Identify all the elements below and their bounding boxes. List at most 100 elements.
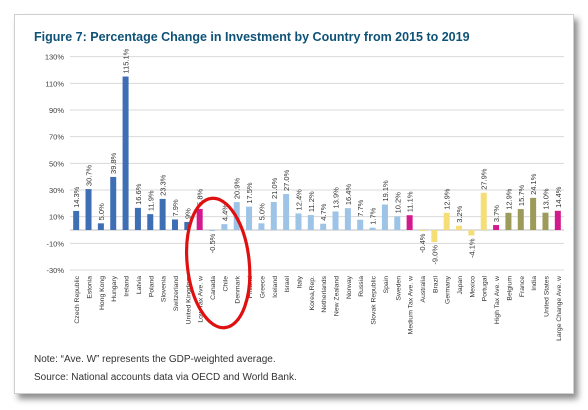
bar-27 [406,215,413,230]
bar-9 [184,222,191,230]
x-tick-label: Portugal [482,276,489,302]
bar-31 [456,225,463,230]
bar-value-label: 39.8% [109,152,118,174]
bar-value-label: 30.7% [85,164,94,186]
bar-1 [85,189,92,230]
x-tick-label: Sweden [395,276,402,301]
bar-21 [332,211,339,230]
y-tick-label: 50% [49,159,64,168]
y-tick-label: 90% [49,106,64,115]
bar-30 [443,212,450,230]
x-tick-label: Italy [296,275,303,288]
bar-value-label: 3.2% [455,205,464,222]
x-tick-label: Mexico [469,276,476,298]
highlight-ellipse [185,196,252,330]
y-tick-label: 110% [45,79,64,88]
bar-value-labels: 14.3% 30.7% 5.0% 39.8% 115.1% 16.6% 11.9% 23.3%… [72,48,563,264]
source-note: Source: National accounts data via OECD … [34,372,297,383]
bar-value-label: -4.1% [467,238,476,258]
bar-16 [270,202,277,230]
bar-value-label: -0.4% [418,233,427,253]
bar-value-label: 20.9% [233,178,242,200]
bar-25 [381,204,388,230]
bar-7 [159,198,166,230]
bar-20 [320,223,327,230]
x-tick-label: High Tax Ave. w [494,276,501,324]
bar-24 [369,227,376,230]
x-tick-label: Hungary [111,275,118,301]
bar-3 [110,176,117,230]
x-tick-label: Belgium [506,276,513,301]
bar-value-label: 7.7% [356,199,365,216]
bar-value-label: 17.5% [245,182,254,204]
x-tick-label: Estonia [87,276,94,299]
bar-33 [480,192,487,230]
bar-value-label: 13.9% [332,187,341,209]
bar-value-label: 23.3% [159,174,168,196]
footnote: Note: “Ave. W” represents the GDP-weight… [34,354,276,365]
x-tick-label: Latvia [136,276,143,294]
x-tick-label: France [519,276,526,297]
bar-value-label: 5.0% [97,203,106,220]
bar-value-label: 9% [183,208,192,219]
x-tick-label: Iceland [272,276,279,298]
bar-10 [196,208,203,230]
x-tick-label: United States [543,275,550,316]
bar-value-label: 24.1% [529,173,538,195]
x-tick-label: India [531,276,538,291]
bar-value-label: 19.1% [381,180,390,202]
x-tick-label: Japan [457,276,464,295]
x-tick-label: Korea,Rep. [309,276,316,310]
x-tick-label: Poland [148,276,155,297]
bar-5 [134,207,141,230]
x-tick-label: Israel [284,276,291,293]
bar-0 [73,210,80,230]
x-tick-label: Large Change Ave. w [556,276,563,341]
bar-value-label: 15.7% [517,184,526,206]
bar-35 [505,212,512,230]
x-tick-label: Greece [259,276,266,299]
bar-value-label: 14.3% [72,186,81,208]
x-tick-label: Brazil [432,276,439,293]
bar-2 [97,223,104,230]
bar-26 [394,216,401,230]
x-tick-label: United Kingdom [185,276,192,325]
figure-frame [14,14,574,394]
bar-value-label: 16.4% [344,184,353,206]
figure-title: Figure 7: Percentage Change in Investmen… [34,30,470,44]
bar-value-label: 12.4% [294,189,303,211]
x-tick-label: Hong Kong [99,276,106,310]
bar-39 [554,210,561,230]
bar-value-label: 12.9% [443,188,452,210]
bar-value-label: -9.0% [430,245,439,265]
x-axis: Czech Republic Estonia Hong Kong Hungary Ire… [74,275,563,340]
x-tick-label: Slovenia [161,276,168,302]
y-tick-label: 70% [49,133,64,142]
bar-value-label: 13.0% [541,188,550,210]
bar-17 [283,194,290,230]
y-tick-label: 10% [49,213,64,222]
x-tick-label: Netherlands [321,275,328,312]
bar-29 [431,230,438,242]
bar-value-label: 1.7% [369,207,378,224]
bar-11 [209,230,216,231]
x-tick-label: Germany [445,275,452,304]
x-tick-label: Low Tax Ave. w [198,276,205,323]
bar-22 [344,208,351,230]
bar-value-label: 4.7% [319,203,328,220]
y-tick-label: -10% [46,239,64,248]
bar-value-label: 7.9% [171,199,180,216]
annotation-layer [185,196,252,330]
x-tick-label: Czech Republic [74,275,81,323]
x-tick-label: Denmark [235,275,242,303]
bar-38 [542,212,549,230]
y-tick-label: -30% [46,266,64,275]
y-tick-label: 130% [45,53,65,62]
bar-12 [221,224,228,230]
bar-value-label: 5.8% [196,189,205,206]
bar-value-label: 16.6% [134,183,143,205]
x-tick-label: Medium Tax Ave. w [408,276,415,334]
x-tick-label: Switzerland [173,276,180,311]
bar-32 [468,230,475,236]
